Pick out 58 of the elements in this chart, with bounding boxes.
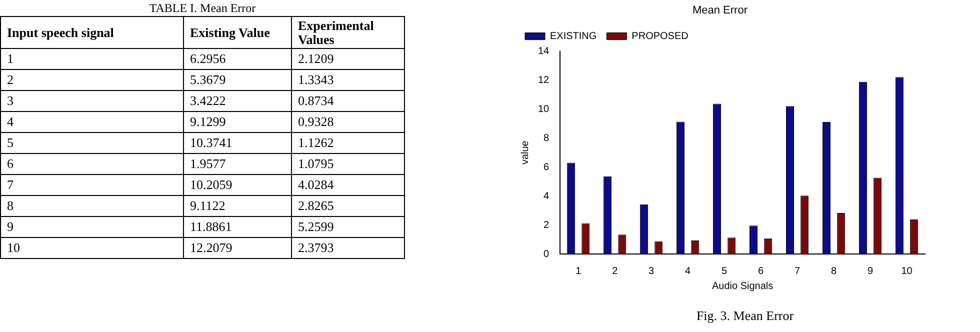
- text: 1.0795: [292, 154, 404, 175]
- x-tick-label: 7: [794, 266, 801, 277]
- x-tick-label: 8: [831, 266, 837, 277]
- text: 0.9328: [292, 112, 404, 133]
- text: 4.0284: [292, 174, 404, 196]
- caption: Fig. 3. Mean Error: [695, 308, 795, 324]
- text: 10.3741: [184, 132, 292, 154]
- y-tick-label: 10: [538, 104, 550, 115]
- text: 11.8861: [184, 216, 292, 238]
- text: 1.9577: [184, 154, 292, 175]
- text: 12.2079: [184, 238, 292, 259]
- y-tick-label: 4: [544, 190, 550, 202]
- legend-label: PROPOSED: [632, 30, 688, 42]
- text: 6.2956: [184, 48, 292, 70]
- chart-title: Mean Error: [692, 4, 748, 17]
- category-label: 2: [7, 72, 14, 88]
- x-axis-title: Audio Signals: [712, 280, 774, 292]
- text: Existing Value: [184, 16, 292, 49]
- y-tick-label: 8: [544, 132, 550, 144]
- category-label: 1: [7, 51, 14, 66]
- y-tick-label: 12: [538, 74, 550, 86]
- y-tick-label: 2: [544, 220, 550, 231]
- x-tick-label: 2: [612, 266, 618, 277]
- x-tick-label: 9: [867, 266, 874, 277]
- y-tick-label: 0: [544, 248, 550, 260]
- category-label: 8: [7, 198, 14, 214]
- y-axis-title: value: [520, 140, 531, 165]
- category-label: 7: [7, 177, 14, 192]
- text: 5.3679: [184, 70, 292, 91]
- text: 9.1299: [184, 112, 292, 133]
- x-tick-label: 3: [648, 266, 655, 277]
- category-label: 10: [7, 240, 20, 256]
- y-tick-label: 6: [544, 162, 550, 173]
- category-label: 3: [7, 93, 14, 108]
- text: TABLE I. Mean Error: [148, 0, 257, 16]
- text: 2.8265: [292, 196, 404, 217]
- x-tick-label: 4: [685, 266, 692, 277]
- text: 9.1122: [184, 196, 292, 217]
- category-label: 4: [7, 114, 14, 130]
- category-label: 6: [7, 156, 14, 172]
- legend-label: EXISTING: [550, 30, 597, 42]
- x-tick-label: 6: [758, 266, 764, 277]
- text: 2.3793: [292, 238, 404, 259]
- category-label: 9: [7, 219, 14, 234]
- text: 2.1209: [292, 48, 404, 70]
- text: 3.4222: [184, 90, 292, 112]
- text: 10.2059: [184, 174, 292, 196]
- text: 1.1262: [292, 132, 404, 154]
- x-tick-label: 1: [576, 266, 582, 277]
- x-tick-label: 10: [901, 266, 913, 277]
- y-tick-label: 14: [538, 46, 550, 57]
- x-tick-label: 5: [722, 266, 728, 277]
- text: Input speech signal: [0, 16, 184, 49]
- text: 1.3343: [292, 70, 404, 91]
- text: 5.2599: [292, 216, 404, 238]
- text: Experimental Values: [292, 16, 404, 49]
- text: 0.8734: [292, 90, 404, 112]
- category-label: 5: [7, 135, 14, 150]
